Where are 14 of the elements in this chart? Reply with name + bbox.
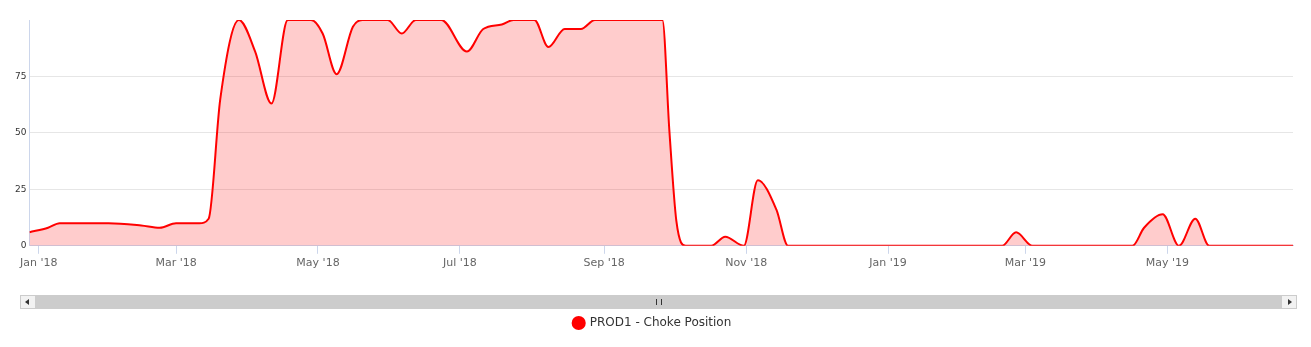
x-tick-label: Sep '18 [583, 256, 625, 270]
x-tick-label: Mar '19 [1004, 256, 1047, 270]
x-tick-label: Mar '18 [155, 256, 197, 270]
y-tick-label: 25 [15, 183, 27, 194]
y-tick-label: 50 [15, 127, 27, 138]
x-tick-label: May '19 [1145, 256, 1189, 270]
x-tick-label: Jul '18 [442, 256, 477, 270]
x-tick-label: May '18 [296, 256, 340, 270]
x-tick-label: Jan '18 [19, 256, 58, 270]
x-tick-label: Nov '18 [725, 256, 768, 270]
y-tick-label: 75 [15, 70, 27, 81]
legend-label: PROD1 - Choke Position [589, 315, 732, 330]
x-tick-label: Jan '19 [868, 256, 907, 270]
y-tick-label: 0 [20, 240, 27, 251]
